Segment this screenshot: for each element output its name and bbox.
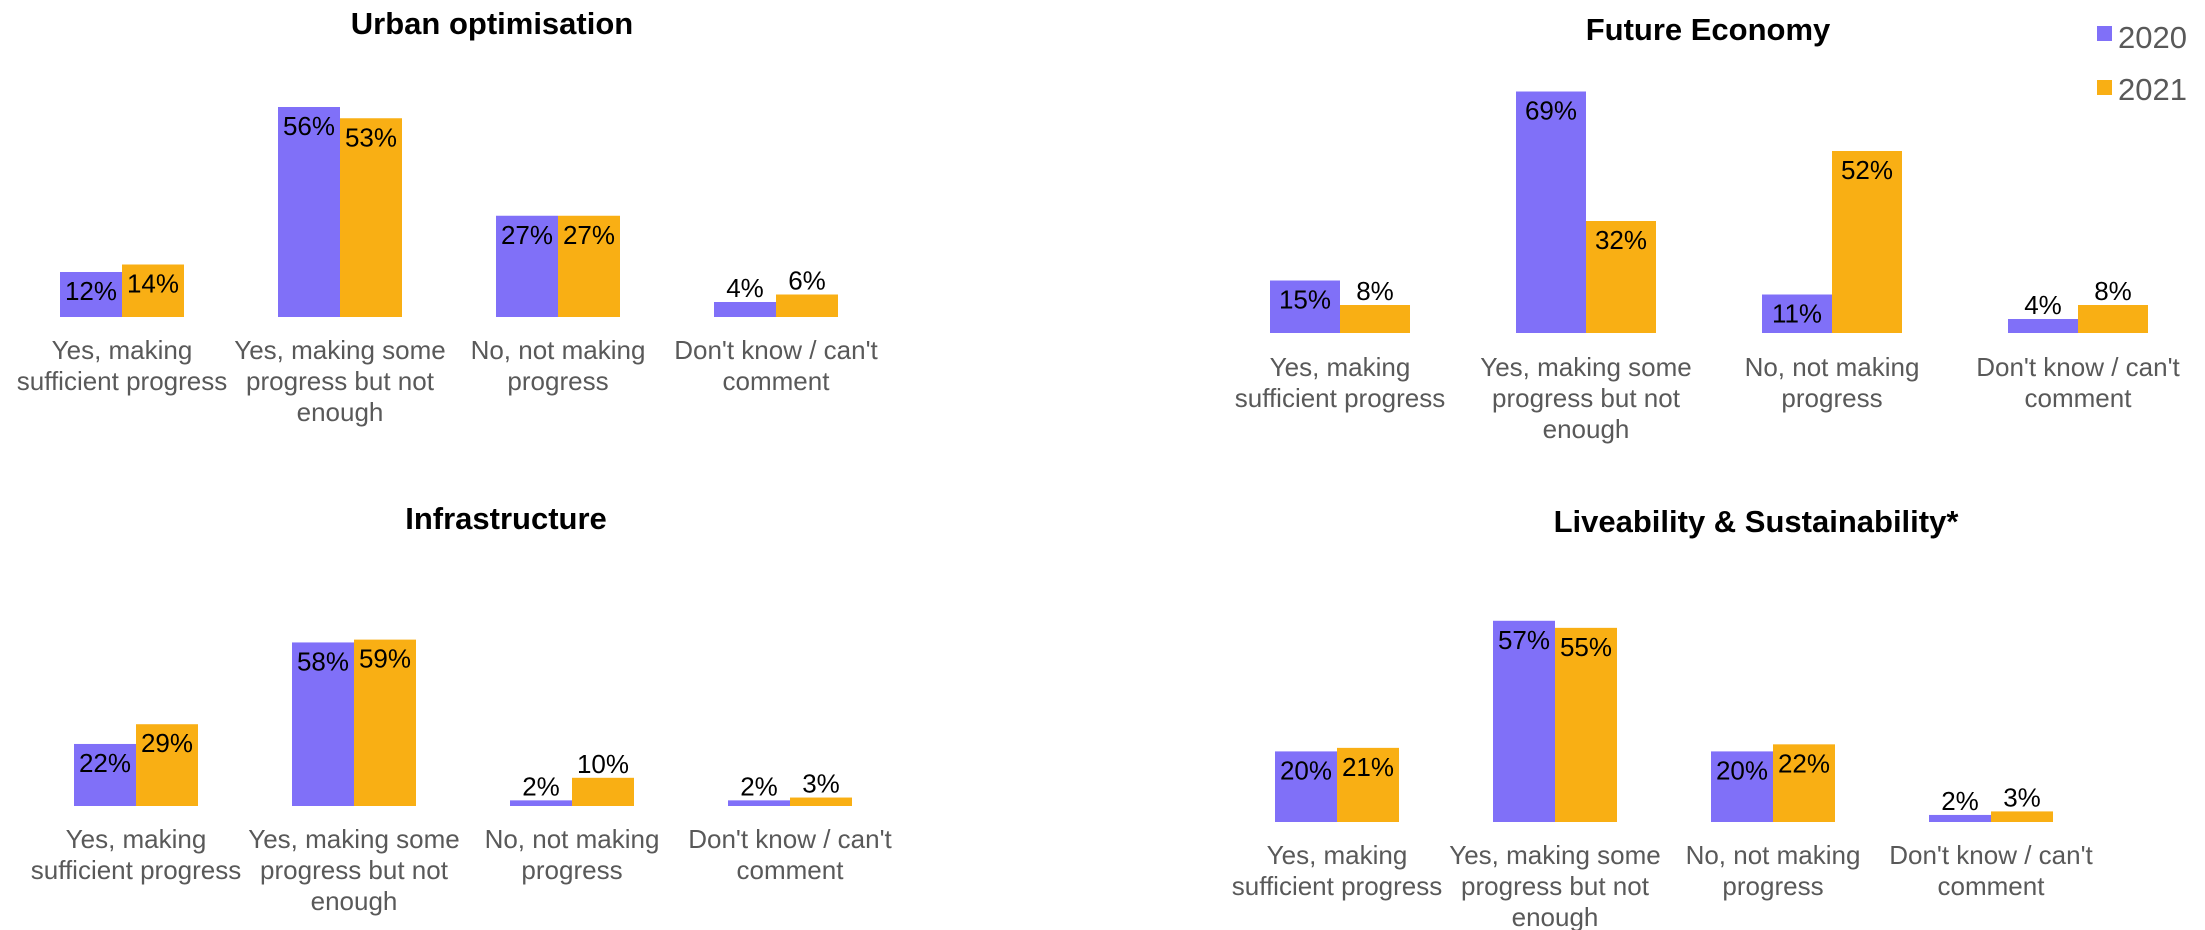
data-label: 29% bbox=[141, 728, 193, 758]
chart-title: Infrastructure bbox=[405, 501, 607, 536]
legend-swatch-2020 bbox=[2097, 26, 2112, 41]
bar-2021-3 bbox=[1773, 744, 1835, 822]
data-label: 59% bbox=[359, 644, 411, 674]
category-label: No, not making progress bbox=[471, 335, 646, 396]
bar-2021-4 bbox=[776, 294, 838, 317]
data-label: 52% bbox=[1841, 155, 1893, 185]
bar-2021-2 bbox=[1555, 627, 1617, 822]
category-label: Don't know / can't comment bbox=[1889, 840, 2093, 901]
bar-2020-4 bbox=[714, 302, 776, 317]
data-label: 3% bbox=[2003, 782, 2041, 812]
bar-2020-1 bbox=[60, 272, 122, 317]
bar-2021-1 bbox=[136, 724, 198, 806]
bar-2021-3 bbox=[572, 777, 634, 806]
data-label: 10% bbox=[577, 749, 629, 779]
data-label: 3% bbox=[802, 769, 840, 799]
bar-2021-4 bbox=[1991, 811, 2053, 822]
bar-2021-2 bbox=[340, 118, 402, 317]
category-label: No, not making progress bbox=[485, 824, 660, 885]
data-label: 22% bbox=[1778, 748, 1830, 778]
bar-2020-1 bbox=[1270, 280, 1340, 333]
chart-panel-1: Urban optimisation 12% 14% Yes, making suffi… bbox=[17, 6, 879, 427]
data-label: 21% bbox=[1342, 752, 1394, 782]
data-label: 2% bbox=[522, 771, 560, 801]
data-label: 53% bbox=[345, 122, 397, 152]
bar-2020-2 bbox=[1493, 620, 1555, 822]
data-label: 2% bbox=[1941, 786, 1979, 816]
data-label: 57% bbox=[1498, 625, 1550, 655]
data-label: 27% bbox=[501, 220, 553, 250]
bar-2021-4 bbox=[2078, 305, 2148, 333]
data-label: 11% bbox=[1772, 299, 1822, 329]
category-label: Yes, making sufficient progress bbox=[1232, 840, 1443, 901]
bar-2020-2 bbox=[278, 107, 340, 317]
category-label: Yes, making some progress but not enough bbox=[248, 824, 459, 916]
data-label: 56% bbox=[283, 111, 335, 141]
bar-2020-3 bbox=[510, 800, 572, 806]
data-label: 15% bbox=[1279, 285, 1331, 315]
bar-2021-4 bbox=[790, 797, 852, 806]
bar-2020-3 bbox=[1762, 294, 1832, 333]
bar-2020-3 bbox=[496, 215, 558, 317]
category-label: Yes, making sufficient progress bbox=[17, 335, 228, 396]
data-label: 69% bbox=[1525, 96, 1577, 126]
bar-2021-1 bbox=[1340, 305, 1410, 333]
data-label: 55% bbox=[1560, 632, 1612, 662]
bar-2021-3 bbox=[1832, 151, 1902, 333]
chart-panel-3: Infrastructure 22% 29% Yes, making sufficien… bbox=[31, 501, 893, 916]
category-label: Yes, making some progress but not enough bbox=[1480, 352, 1691, 444]
bar-2020-1 bbox=[74, 743, 136, 806]
category-label: No, not making progress bbox=[1745, 352, 1920, 413]
data-label: 27% bbox=[563, 220, 615, 250]
bar-2020-4 bbox=[1929, 814, 1991, 822]
data-label: 4% bbox=[726, 273, 764, 303]
bar-2021-2 bbox=[1586, 221, 1656, 333]
category-label: Yes, making sufficient progress bbox=[31, 824, 242, 885]
data-label: 22% bbox=[79, 748, 131, 778]
bar-2021-2 bbox=[354, 639, 416, 806]
legend-label-2020: 2020 bbox=[2118, 20, 2187, 55]
chart-title: Liveability & Sustainability* bbox=[1554, 504, 1960, 539]
category-label: Don't know / can't comment bbox=[1976, 352, 2180, 413]
bar-2020-1 bbox=[1275, 751, 1337, 822]
bar-2020-4 bbox=[2008, 319, 2078, 333]
data-label: 8% bbox=[1356, 276, 1394, 306]
data-label: 20% bbox=[1716, 755, 1768, 785]
bar-2020-4 bbox=[728, 800, 790, 806]
data-label: 6% bbox=[788, 266, 826, 296]
category-label: No, not making progress bbox=[1686, 840, 1861, 901]
bar-2021-3 bbox=[558, 215, 620, 317]
legend-label-2021: 2021 bbox=[2118, 72, 2187, 107]
legend-swatch-2021 bbox=[2097, 80, 2112, 95]
category-label: Yes, making some progress but not enough bbox=[1449, 840, 1660, 930]
chart-title: Future Economy bbox=[1586, 12, 1831, 47]
data-label: 14% bbox=[127, 269, 179, 299]
category-label: Don't know / can't comment bbox=[688, 824, 892, 885]
category-label: Yes, making some progress but not enough bbox=[234, 335, 445, 427]
data-label: 32% bbox=[1595, 225, 1647, 255]
data-label: 20% bbox=[1280, 755, 1332, 785]
data-label: 12% bbox=[65, 276, 117, 306]
legend: 2020 2021 bbox=[2097, 20, 2187, 107]
bar-2021-1 bbox=[1337, 747, 1399, 822]
data-label: 2% bbox=[740, 771, 778, 801]
chart-panels: Urban optimisation 12% 14% Yes, making suffi… bbox=[17, 6, 2181, 930]
chart-panel-2: Future Economy 15% 8% Yes, making sufficient… bbox=[1235, 12, 2181, 444]
bar-2021-1 bbox=[122, 264, 184, 317]
chart-panel-4: Liveability & Sustainability* 20% 21% Yes, … bbox=[1232, 504, 2094, 930]
category-label: Yes, making sufficient progress bbox=[1235, 352, 1446, 413]
chart-title: Urban optimisation bbox=[351, 6, 633, 41]
category-label: Don't know / can't comment bbox=[674, 335, 878, 396]
bar-2020-2 bbox=[1516, 91, 1586, 333]
bar-2020-2 bbox=[292, 642, 354, 806]
data-label: 4% bbox=[2024, 290, 2062, 320]
data-label: 58% bbox=[297, 646, 349, 676]
bar-2020-3 bbox=[1711, 751, 1773, 822]
data-label: 8% bbox=[2094, 276, 2132, 306]
